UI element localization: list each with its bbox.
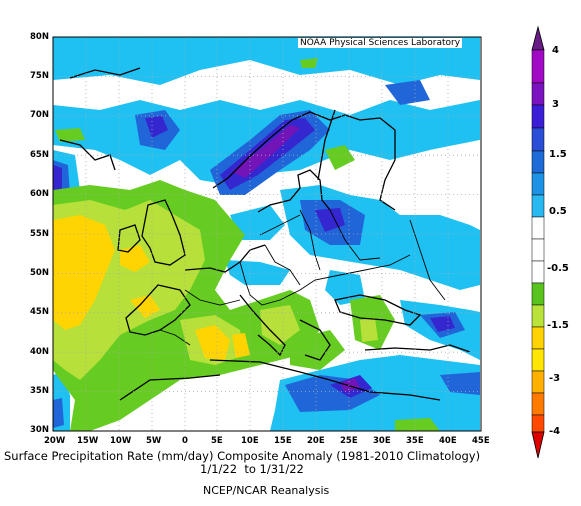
colorbar-label: -3 — [549, 373, 561, 384]
country-borders — [159, 209, 446, 346]
lon-label: 40E — [439, 436, 457, 446]
colorbar-label: -4 — [549, 426, 561, 437]
lon-label: 5E — [211, 436, 223, 446]
colorbar-bottom-arrow — [531, 431, 545, 459]
lon-label: 30E — [373, 436, 391, 446]
lat-label: 80N — [30, 32, 49, 42]
colorbar-label: 3 — [552, 99, 559, 110]
colorbar-label: 4 — [552, 45, 559, 56]
map-credit: NOAA Physical Sciences Laboratory — [298, 38, 463, 48]
lat-label: 75N — [30, 71, 49, 81]
lat-lon-grid — [53, 37, 481, 431]
lon-label: 45E — [472, 436, 490, 446]
map-date-range: 1/1/22 to 1/31/22 — [200, 462, 304, 476]
lon-label: 15E — [274, 436, 292, 446]
lat-label: 60N — [30, 189, 49, 199]
lon-label: 5W — [146, 436, 162, 446]
map-title: Surface Precipitation Rate (mm/day) Comp… — [4, 449, 481, 463]
colorbar — [531, 25, 545, 459]
colorbar-label: -0.5 — [547, 263, 569, 274]
lat-label: 40N — [30, 347, 49, 357]
lon-label: 10E — [241, 436, 259, 446]
lat-label: 65N — [30, 150, 49, 160]
map-source: NCEP/NCAR Reanalysis — [203, 484, 330, 497]
coastlines — [59, 67, 471, 401]
lon-label: 15W — [77, 436, 99, 446]
lon-label: 35E — [406, 436, 424, 446]
negative-anomaly-yellow — [53, 215, 250, 360]
colorbar-label: 0.5 — [549, 206, 567, 217]
positive-anomaly-purple — [232, 125, 360, 392]
colorbar-label: 1.5 — [549, 149, 567, 160]
lon-label: 20W — [44, 436, 66, 446]
lon-label: 0 — [182, 436, 188, 446]
lat-label: 35N — [30, 386, 49, 396]
colorbar-label: -1.5 — [547, 320, 569, 331]
lat-label: 30N — [30, 425, 49, 435]
map-frame — [52, 36, 482, 432]
lat-label: 70N — [30, 110, 49, 120]
lon-label: 20E — [307, 436, 325, 446]
lat-label: 45N — [30, 307, 49, 317]
lon-label: 10W — [110, 436, 132, 446]
lon-label: 25E — [340, 436, 358, 446]
lat-label: 50N — [30, 268, 49, 278]
colorbar-top-arrow — [531, 25, 545, 51]
lat-label: 55N — [30, 229, 49, 239]
